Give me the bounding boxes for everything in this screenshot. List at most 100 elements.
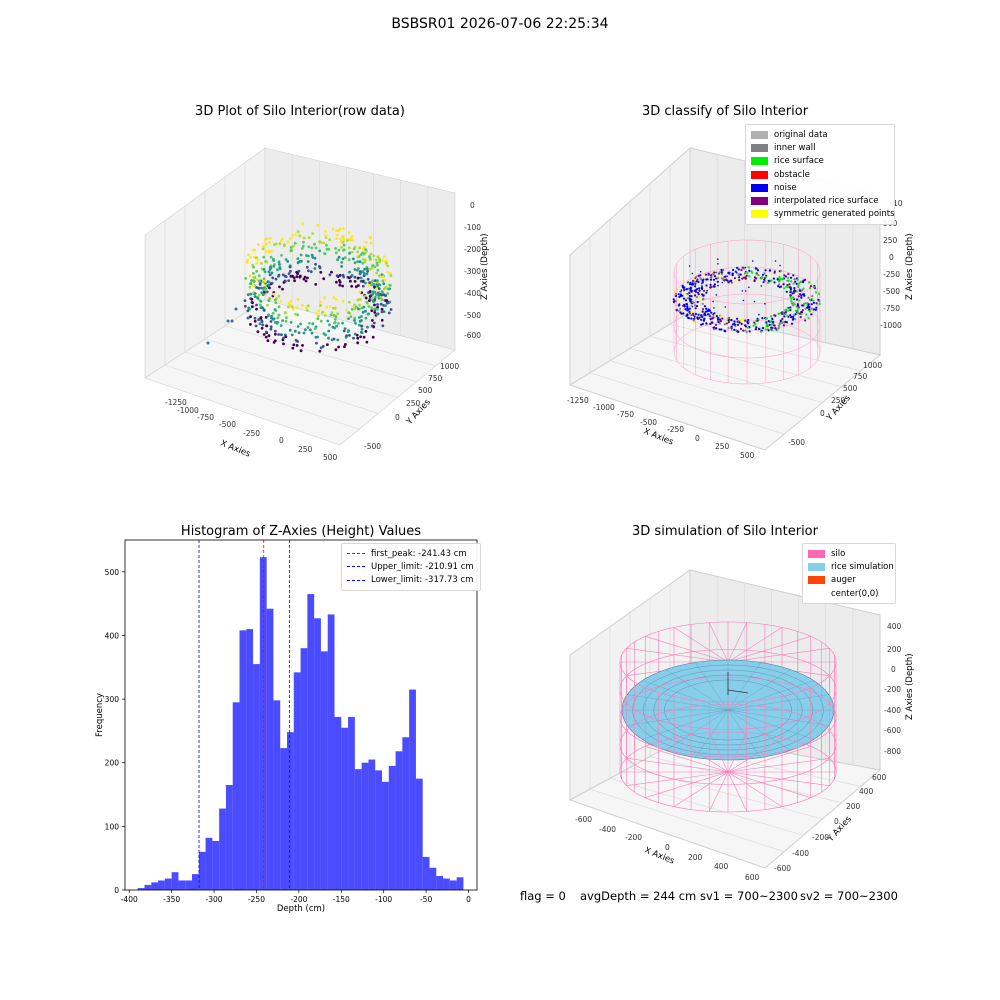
classified-point [721, 317, 724, 320]
scatter-point [262, 277, 266, 281]
silo-spoke [645, 746, 729, 773]
classified-point [797, 282, 801, 285]
scatter-point [314, 246, 318, 250]
classified-point [717, 277, 720, 280]
scatter-point [258, 283, 262, 286]
y-tick-label: 200 [105, 759, 120, 768]
grid-line [204, 338, 398, 398]
classified-point [740, 322, 743, 326]
scatter-point [369, 241, 373, 245]
scatter-point [280, 333, 283, 336]
scatter-point [319, 304, 322, 307]
classified-point [717, 320, 720, 324]
classified-point [693, 294, 697, 297]
scatter-point [255, 269, 258, 273]
classified-point [701, 302, 704, 305]
classified-point [718, 274, 721, 277]
classified-point [755, 326, 758, 329]
scatter-point [267, 249, 271, 253]
scatter-point [371, 279, 375, 282]
scatter-point [349, 279, 352, 283]
scatter-point [373, 296, 377, 299]
silo-ring [619, 649, 837, 730]
scatter-point [252, 272, 255, 275]
scatter-point [249, 323, 252, 326]
classified-point [771, 321, 774, 324]
noise-point [689, 286, 692, 289]
classified-point [811, 295, 814, 298]
classified-point [717, 316, 720, 319]
classified-point [815, 302, 818, 305]
classified-point [728, 271, 731, 274]
classified-point [710, 311, 713, 314]
scatter-point [353, 275, 357, 279]
legend-swatch [751, 210, 768, 219]
scatter-point [342, 243, 346, 247]
scatter-point [358, 272, 362, 276]
legend-item-first-peak: first_peak: -241.43 cm [347, 547, 475, 560]
scatter-point [306, 276, 309, 280]
legend-label: auger [831, 575, 856, 586]
p4-ztick: -400 [884, 706, 901, 715]
classified-point [688, 294, 691, 297]
scatter-point [368, 235, 372, 239]
classified-point [692, 314, 695, 317]
silo-spoke [673, 737, 729, 773]
classified-point [783, 287, 786, 290]
scatter-point [360, 319, 363, 322]
scatter-point [297, 269, 301, 273]
scatter-point [375, 312, 379, 316]
scatter-point [292, 244, 295, 248]
scatter-point [319, 346, 323, 350]
scatter-point [386, 292, 390, 295]
scatter-point [290, 305, 294, 309]
histogram-bar [246, 629, 254, 890]
scatter-point [272, 317, 275, 321]
histogram-bar [293, 672, 301, 890]
classified-point [733, 277, 737, 280]
scatter-point [376, 263, 379, 267]
noise-point [688, 265, 691, 267]
scatter-point [306, 304, 310, 308]
silo-ring [619, 676, 837, 758]
scatter-point [381, 275, 385, 279]
classified-point [809, 285, 813, 288]
classified-point [790, 280, 793, 283]
scatter-point [271, 276, 275, 280]
legend-swatch [808, 562, 825, 571]
scatter-point [259, 303, 262, 307]
scatter-point [253, 319, 257, 323]
scatter-point [386, 270, 390, 274]
scatter-point [360, 331, 364, 335]
scatter-point [323, 314, 327, 317]
legend-item-rice-simulation: rice simulation [808, 560, 894, 573]
scatter-point [243, 304, 247, 308]
scatter-point [358, 298, 362, 301]
scatter-point [349, 275, 353, 279]
classified-point [690, 290, 693, 293]
classified-point [688, 297, 691, 300]
histogram-bar [212, 841, 220, 890]
scatter-point [380, 290, 384, 294]
scatter-point [265, 324, 269, 328]
scatter-point [273, 298, 277, 302]
classified-point [709, 317, 712, 321]
classified-point [733, 322, 736, 326]
scatter-point [340, 265, 343, 268]
scatter-point [363, 267, 367, 271]
legend-swatch [751, 143, 768, 152]
p4-ytick: 600 [872, 773, 887, 782]
classified-point [789, 276, 793, 279]
scatter-point [291, 274, 294, 278]
scatter-point [358, 260, 362, 264]
scatter-point [277, 313, 281, 317]
classified-point [808, 286, 812, 290]
scatter-point [372, 300, 375, 304]
p4-xtick: 400 [714, 862, 729, 871]
rice-mesh [727, 709, 761, 758]
classified-point [789, 291, 792, 294]
scatter-point [353, 307, 357, 311]
scatter-point [267, 280, 271, 284]
classified-point [818, 302, 821, 305]
classified-point [817, 298, 820, 301]
